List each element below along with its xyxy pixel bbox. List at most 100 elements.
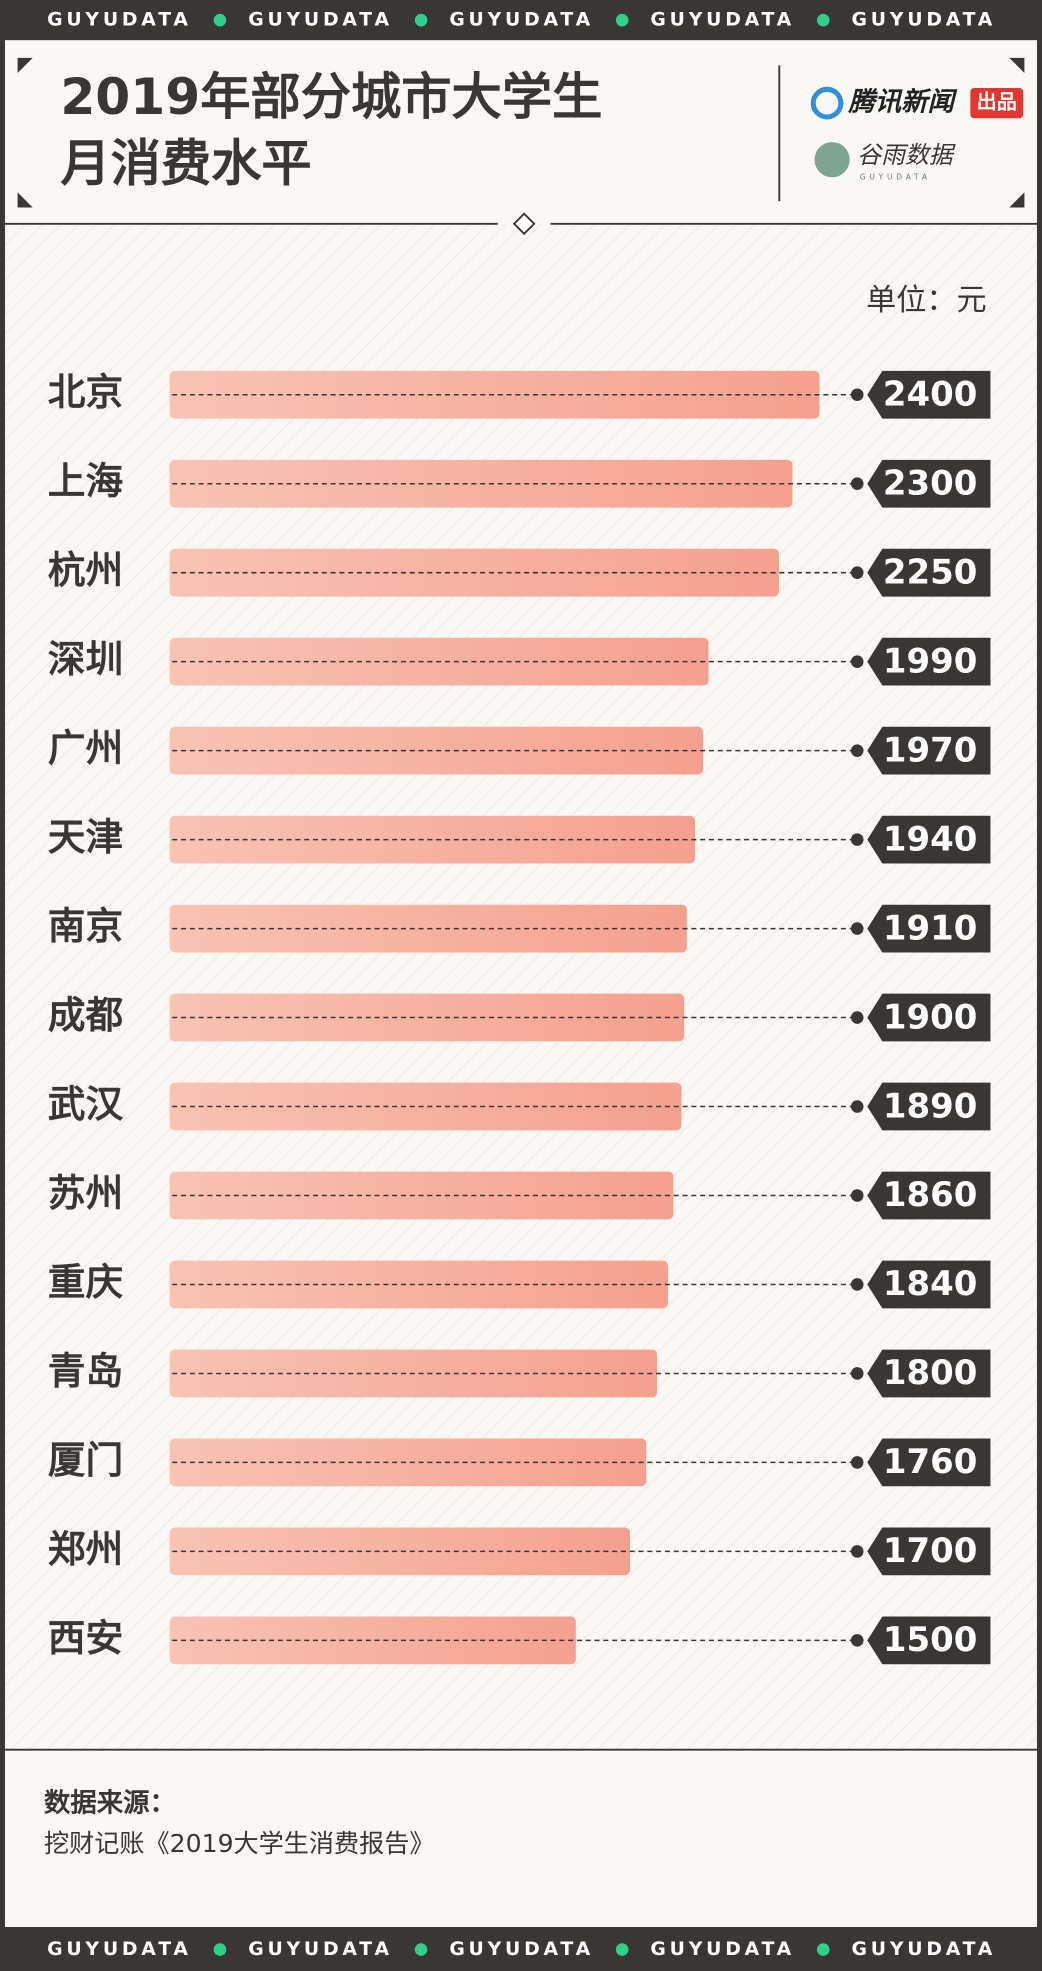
value-label: 1890: [883, 1087, 977, 1126]
category-label: 青岛: [48, 1349, 123, 1393]
bars: 北京 2400 上海 2300 杭州 2250 深圳 1990 广州 1970 天津 1940 南京 19…: [48, 370, 991, 1665]
banner-dot: [817, 1943, 830, 1956]
banner-dot: [213, 1943, 227, 1956]
value-tag: [867, 1616, 991, 1665]
value-label: 1970: [883, 731, 977, 770]
banner-text: GUYUDATA: [449, 10, 594, 31]
banner-dot: [213, 13, 227, 27]
category-label: 苏州: [48, 1171, 123, 1215]
category-label: 西安: [48, 1616, 123, 1660]
value-tag: [867, 726, 991, 775]
header-bg: [5, 40, 1037, 224]
diamond: [512, 212, 536, 236]
value-label: 2400: [883, 375, 977, 414]
logo-studio: 谷雨数据: [857, 141, 956, 169]
category-label: 厦门: [48, 1438, 123, 1482]
category-label: 杭州: [48, 548, 123, 592]
title-line: 2019年部分城市大学生: [60, 67, 602, 126]
value-tag: [867, 904, 991, 953]
banner-text: GUYUDATA: [248, 1939, 393, 1960]
banner-dot: [414, 1943, 428, 1956]
value-label: 1700: [883, 1532, 977, 1571]
category-label: 重庆: [48, 1260, 124, 1304]
banner-dot: [615, 1943, 629, 1956]
unit: 单位：元: [866, 283, 987, 318]
value-tag: [867, 815, 991, 864]
badge-bg: [970, 88, 1024, 119]
banner-text: GUYUDATA: [852, 1939, 997, 1960]
leader-dot: [850, 922, 864, 935]
banner-text: GUYUDATA: [650, 10, 795, 31]
leader-dot: [850, 388, 864, 402]
leader-dot: [850, 833, 864, 846]
value-tag: [867, 1082, 991, 1131]
bar: [169, 1082, 682, 1131]
leader-dot: [850, 1189, 864, 1202]
corner: [1009, 192, 1025, 208]
value-tag: [867, 993, 991, 1042]
banner-text: GUYUDATA: [650, 1939, 795, 1960]
source-label: 数据来源：: [44, 1788, 176, 1818]
value-label: 1500: [883, 1621, 977, 1660]
source-text: 挖财记账《2019大学生消费报告》: [44, 1829, 435, 1858]
leader-dot: [850, 1634, 864, 1647]
value-label: 1910: [883, 909, 977, 948]
title-line: 月消费水平: [60, 134, 311, 193]
category-label: 上海: [48, 459, 123, 503]
category-label: 广州: [48, 726, 123, 770]
value-tag: [867, 1438, 991, 1487]
category-label: 北京: [48, 370, 123, 414]
value-label: 1990: [883, 642, 977, 681]
logo-icon: [814, 142, 850, 178]
value-label: 1900: [883, 998, 977, 1037]
banner-text: GUYUDATA: [47, 10, 192, 31]
panel: [5, 40, 1037, 1927]
value-label: 1760: [883, 1443, 977, 1482]
leader-dot: [850, 1011, 864, 1024]
logo-studio-en: GUYUDATA: [860, 172, 931, 181]
category-label: 南京: [48, 904, 123, 948]
value-tag: [867, 1527, 991, 1576]
value-label: 1940: [883, 820, 977, 859]
banner-text: GUYUDATA: [248, 10, 393, 31]
banner-dot: [414, 13, 428, 27]
logo-badge: 出品: [977, 90, 1017, 114]
logo-publisher: 腾讯新闻: [847, 88, 957, 118]
bar: [169, 993, 685, 1042]
banner-dot: [615, 13, 629, 27]
banner-text: GUYUDATA: [449, 1939, 594, 1960]
banner-dot: [817, 13, 830, 27]
value-label: 1860: [883, 1176, 977, 1215]
banners: GUYUDATA GUYUDATA GUYUDATA GUYUDATA GUYUDATA…: [47, 10, 997, 1960]
bar: [169, 1438, 647, 1487]
bar: [169, 1527, 630, 1576]
value-tag: [867, 459, 991, 508]
category-label: 天津: [48, 815, 123, 859]
category-label: 武汉: [48, 1082, 124, 1126]
logo-icon: [810, 86, 844, 120]
value-label: 2300: [883, 464, 977, 503]
category-label: 郑州: [48, 1527, 123, 1571]
category-label: 深圳: [48, 637, 123, 681]
value-tag: [867, 1171, 991, 1220]
value-label: 2250: [883, 553, 977, 592]
leader-dot: [850, 1545, 864, 1558]
leader-dot: [850, 566, 864, 579]
leader-dot: [850, 1456, 864, 1469]
leader-dot: [850, 1367, 864, 1380]
banner-text: GUYUDATA: [852, 10, 997, 31]
category-label: 成都: [48, 993, 124, 1037]
value-tag: [867, 1349, 991, 1398]
bar: [169, 1616, 576, 1665]
leader-dot: [850, 655, 864, 668]
value-label: 1840: [883, 1265, 977, 1304]
footer-bg: [5, 1750, 1037, 1927]
value-tag: [867, 548, 991, 597]
banner-text: GUYUDATA: [47, 1939, 192, 1960]
value-tag: [867, 370, 991, 419]
value-tag: [867, 1260, 991, 1309]
leader-dot: [850, 1100, 864, 1113]
leader-dot: [850, 744, 864, 757]
